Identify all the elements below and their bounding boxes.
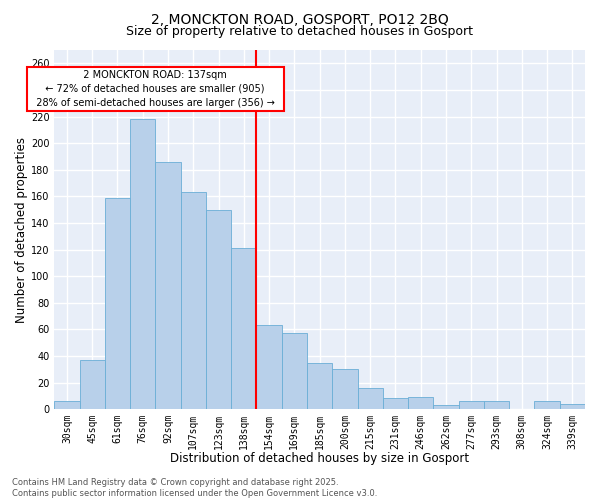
Bar <box>560 404 585 409</box>
Text: 2 MONCKTON ROAD: 137sqm  
  ← 72% of detached houses are smaller (905)  
  28% o: 2 MONCKTON ROAD: 137sqm ← 72% of detache… <box>30 70 281 108</box>
Bar <box>458 401 484 409</box>
Bar <box>256 326 282 409</box>
Bar <box>155 162 181 409</box>
Bar <box>332 369 358 409</box>
Bar <box>433 405 458 409</box>
Y-axis label: Number of detached properties: Number of detached properties <box>15 136 28 322</box>
Bar <box>181 192 206 409</box>
Bar <box>307 362 332 409</box>
Bar <box>231 248 256 409</box>
Text: 2, MONCKTON ROAD, GOSPORT, PO12 2BQ: 2, MONCKTON ROAD, GOSPORT, PO12 2BQ <box>151 12 449 26</box>
Bar <box>383 398 408 409</box>
Bar <box>54 401 80 409</box>
Bar <box>282 334 307 409</box>
Bar <box>484 401 509 409</box>
X-axis label: Distribution of detached houses by size in Gosport: Distribution of detached houses by size … <box>170 452 469 465</box>
Text: Contains HM Land Registry data © Crown copyright and database right 2025.
Contai: Contains HM Land Registry data © Crown c… <box>12 478 377 498</box>
Text: Size of property relative to detached houses in Gosport: Size of property relative to detached ho… <box>127 25 473 38</box>
Bar <box>358 388 383 409</box>
Bar <box>206 210 231 409</box>
Bar <box>535 401 560 409</box>
Bar <box>80 360 105 409</box>
Bar <box>130 119 155 409</box>
Bar <box>408 397 433 409</box>
Bar <box>105 198 130 409</box>
